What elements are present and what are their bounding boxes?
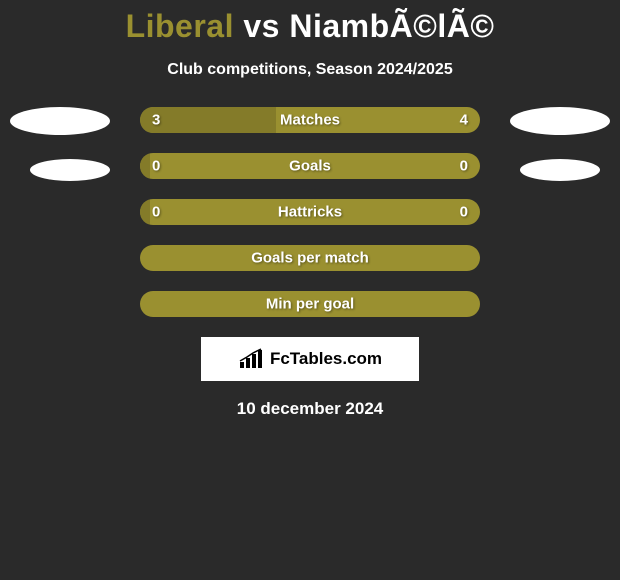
bar-track: Goals per match — [140, 245, 480, 271]
bar-track: Matches 3 4 — [140, 107, 480, 133]
bar-label: Goals per match — [251, 250, 369, 267]
page-title: Liberal vs NiambÃ©lÃ© — [0, 0, 620, 45]
comparison-widget: Liberal vs NiambÃ©lÃ© Club competitions,… — [0, 0, 620, 419]
team1-name: Liberal — [126, 8, 234, 44]
bar-label: Goals — [289, 158, 331, 175]
source-logo[interactable]: FcTables.com — [201, 337, 419, 381]
bar-value-left: 0 — [152, 204, 160, 221]
bar-label: Hattricks — [278, 204, 342, 221]
bar-track: Min per goal — [140, 291, 480, 317]
stats-area: Matches 3 4 Goals 0 0 Hattricks 0 0 Goals per mat… — [0, 107, 620, 317]
stat-bar: Matches 3 4 — [140, 107, 480, 133]
stat-bar: Goals per match — [140, 245, 480, 271]
stat-bar: Min per goal — [140, 291, 480, 317]
bar-track: Hattricks 0 0 — [140, 199, 480, 225]
team1-badge-icon — [10, 107, 110, 135]
bar-label: Min per goal — [266, 296, 354, 313]
bar-value-right: 4 — [460, 112, 468, 129]
team1-secondary-icon — [30, 159, 110, 181]
vs-text: vs — [243, 8, 280, 44]
stat-bar: Hattricks 0 0 — [140, 199, 480, 225]
bar-value-right: 0 — [460, 204, 468, 221]
logo-text: FcTables.com — [270, 349, 382, 369]
bar-value-left: 0 — [152, 158, 160, 175]
subtitle: Club competitions, Season 2024/2025 — [0, 61, 620, 79]
team2-secondary-icon — [520, 159, 600, 181]
stat-bars: Matches 3 4 Goals 0 0 Hattricks 0 0 Goals per mat… — [0, 107, 620, 317]
bar-track: Goals 0 0 — [140, 153, 480, 179]
bar-fill-left — [140, 153, 150, 179]
team2-badge-icon — [510, 107, 610, 135]
bar-value-right: 0 — [460, 158, 468, 175]
team2-name: NiambÃ©lÃ© — [289, 8, 494, 44]
bar-value-left: 3 — [152, 112, 160, 129]
bar-fill-left — [140, 199, 150, 225]
bar-label: Matches — [280, 112, 340, 129]
stat-bar: Goals 0 0 — [140, 153, 480, 179]
date-text: 10 december 2024 — [0, 399, 620, 419]
bar-fill-left — [140, 107, 276, 133]
chart-icon — [238, 348, 266, 370]
